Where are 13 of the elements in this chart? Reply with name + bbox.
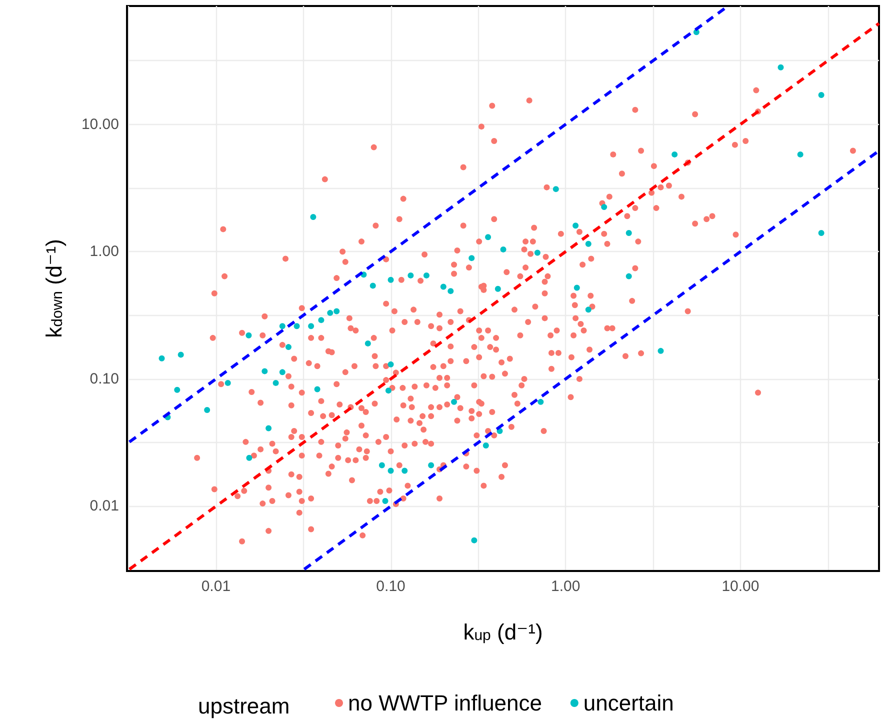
- legend-title: upstream: [198, 694, 290, 718]
- y-tick-label: 1.00: [90, 243, 119, 260]
- legend-label: no WWTP influence: [348, 690, 542, 716]
- x-tick-label: 0.01: [201, 578, 231, 595]
- x-tick-label: 0.10: [376, 578, 406, 595]
- y-tick-label: 10.00: [81, 116, 119, 133]
- y-tick-label: 0.01: [90, 498, 119, 515]
- x-axis-title: kup (d⁻¹): [463, 620, 543, 644]
- legend-label: uncertain: [583, 690, 674, 716]
- y-tick-label: 0.10: [90, 370, 119, 388]
- y-axis-title: kdown (d⁻¹): [42, 239, 66, 338]
- x-tick-label: 10.00: [722, 578, 760, 595]
- x-tick-label: 1.00: [551, 578, 580, 595]
